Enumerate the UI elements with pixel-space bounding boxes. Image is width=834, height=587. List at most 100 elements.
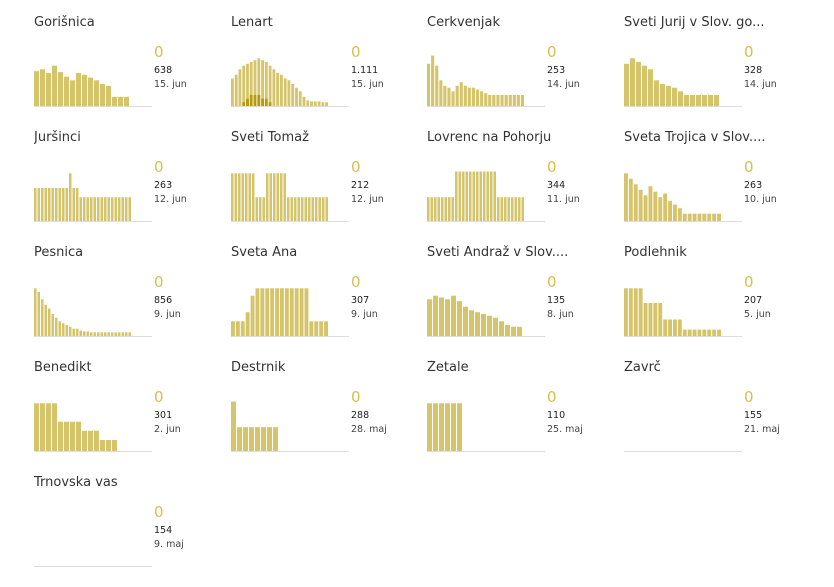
- municipality-card[interactable]: Juršinci 0 263 12. jun: [34, 130, 230, 242]
- municipality-card[interactable]: Sveti Andraž v Slov.... 0 135 8. jun: [427, 245, 623, 357]
- chart-bar: [46, 73, 51, 106]
- municipality-name: Juršinci: [34, 130, 81, 145]
- chart-bar: [234, 173, 237, 221]
- chart-bar: [630, 58, 635, 106]
- municipality-name: Destrnik: [231, 360, 286, 375]
- municipality-card[interactable]: Žetale 0 110 25. maj: [427, 360, 623, 472]
- chart-bar: [100, 84, 105, 106]
- municipality-card[interactable]: Cerkvenjak 0 253 14. jun: [427, 15, 623, 127]
- chart-bar: [439, 403, 444, 451]
- chart-bar: [104, 332, 107, 336]
- chart-bar-highlight: [253, 95, 257, 106]
- chart-bar: [697, 213, 702, 221]
- current-value: 0: [351, 158, 361, 176]
- chart-bar: [240, 321, 245, 336]
- chart-bar: [658, 303, 663, 336]
- chart-bar-highlight: [257, 95, 261, 106]
- chart-bar: [451, 295, 456, 336]
- chart-bar: [678, 91, 683, 106]
- municipality-card[interactable]: Trnovska vas 0 154 9. maj: [34, 475, 230, 587]
- current-value: 0: [154, 503, 164, 521]
- chart-bar: [304, 197, 307, 221]
- municipality-name: Gorišnica: [34, 15, 95, 30]
- chart-bar: [511, 326, 516, 336]
- chart-bar: [302, 96, 306, 106]
- chart-bar: [648, 186, 653, 221]
- municipality-card[interactable]: Sveta Trojica v Slov.... 0 263 10. jun: [624, 130, 820, 242]
- municipality-card[interactable]: Zavrč 0 155 21. maj: [624, 360, 820, 472]
- chart-bar: [427, 403, 432, 451]
- chart-bar: [707, 213, 712, 221]
- chart-bar: [79, 197, 82, 221]
- municipality-card[interactable]: Lenart 0 1.111 15. jun: [231, 15, 427, 127]
- municipality-card[interactable]: Destrnik 0 288 28. maj: [231, 360, 427, 472]
- chart-bar: [673, 204, 677, 221]
- chart-bar: [439, 297, 444, 336]
- chart-bar: [633, 288, 638, 336]
- chart-bar-highlight: [242, 102, 246, 106]
- chart-bar: [243, 427, 248, 451]
- chart-bar: [673, 319, 677, 336]
- municipality-card[interactable]: Benedikt 0 301 2. jun: [34, 360, 230, 472]
- chart-bar: [242, 65, 246, 106]
- chart-bar: [672, 87, 677, 106]
- municipality-card[interactable]: Pesnica 0 856 9. jun: [34, 245, 230, 357]
- bar-chart: [624, 451, 742, 452]
- chart-bar: [500, 95, 504, 106]
- chart-bar: [255, 427, 260, 451]
- chart-bar: [431, 55, 435, 106]
- chart-bar: [118, 332, 121, 336]
- municipality-name: Sveta Trojica v Slov....: [624, 130, 766, 145]
- municipality-card[interactable]: Sveti Jurij v Slov. go... 0 328 14. jun: [624, 15, 820, 127]
- chart-bar: [97, 197, 100, 221]
- chart-bar: [273, 173, 276, 221]
- chart-bar: [668, 200, 672, 221]
- date-label: 9. jun: [351, 309, 378, 320]
- chart-bar: [505, 325, 510, 336]
- municipality-card[interactable]: Sveta Ana 0 307 9. jun: [231, 245, 427, 357]
- chart-bar: [521, 197, 524, 221]
- chart-bar: [238, 173, 241, 221]
- chart-bar: [325, 102, 328, 106]
- chart-bar: [684, 95, 689, 106]
- bar-chart: [34, 566, 152, 567]
- chart-bar: [93, 197, 96, 221]
- chart-bar: [70, 421, 75, 451]
- municipality-name: Žetale: [427, 360, 469, 375]
- chart-bar: [52, 65, 57, 106]
- chart-bar: [268, 65, 272, 106]
- chart-bar: [638, 189, 643, 221]
- chart-bar: [309, 321, 314, 336]
- chart-bar: [275, 288, 279, 336]
- total-value: 307: [351, 295, 370, 306]
- chart-bar: [314, 321, 319, 336]
- chart-bar: [88, 77, 93, 106]
- municipality-card[interactable]: Sveti Tomaž 0 212 12. jun: [231, 130, 427, 242]
- chart-bar: [692, 213, 697, 221]
- chart-bar: [499, 321, 504, 336]
- municipality-card[interactable]: Gorišnica 0 638 15. jun: [34, 15, 230, 127]
- date-label: 12. jun: [154, 194, 187, 205]
- chart-bar: [298, 91, 302, 106]
- municipality-card[interactable]: Lovrenc na Pohorju 0 344 11. jun: [427, 130, 623, 242]
- municipality-name: Benedikt: [34, 360, 92, 375]
- chart-bar: [76, 421, 81, 451]
- chart-bar: [284, 288, 289, 336]
- chart-bar: [628, 288, 633, 336]
- municipality-card[interactable]: Podlehnik 0 207 5. jun: [624, 245, 820, 357]
- chart-bar: [463, 306, 468, 336]
- chart-bar: [488, 95, 492, 106]
- municipality-name: Lovrenc na Pohorju: [427, 130, 552, 145]
- chart-bar: [321, 102, 325, 106]
- chart-bar: [231, 401, 236, 451]
- current-value: 0: [351, 388, 361, 406]
- date-label: 9. maj: [154, 539, 184, 550]
- current-value: 0: [744, 43, 754, 61]
- chart-bar: [633, 184, 638, 221]
- bar-chart: [427, 295, 545, 337]
- chart-bar: [86, 197, 89, 221]
- chart-bar: [112, 440, 117, 451]
- chart-bar: [682, 329, 687, 336]
- chart-bar: [636, 62, 641, 106]
- chart-bar: [492, 95, 496, 106]
